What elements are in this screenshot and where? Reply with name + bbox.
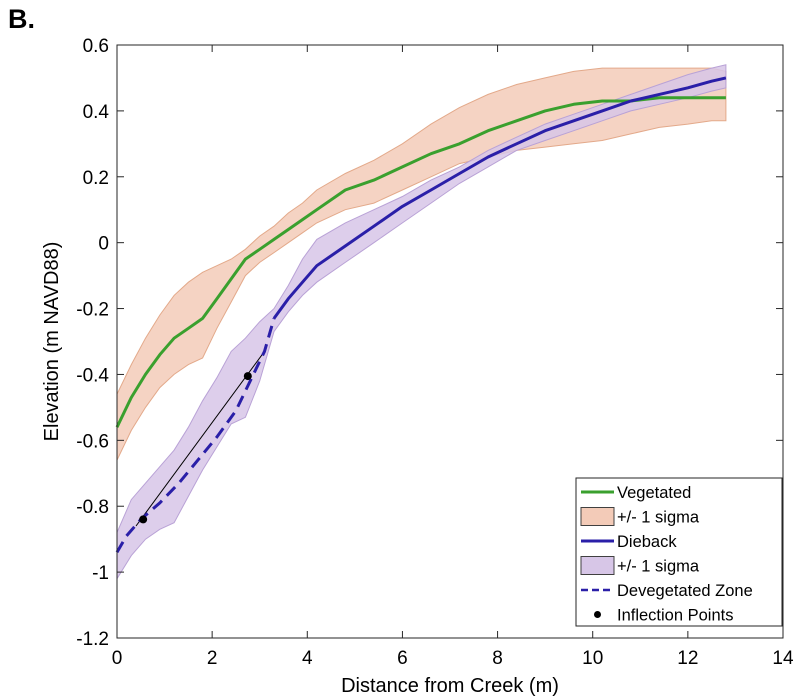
series-line-vegetated (115, 96, 726, 428)
y-tick-label: 0.4 (83, 102, 110, 123)
y-tick-label: -0.2 (76, 300, 109, 321)
y-axis-label: Elevation (m NAVD88) (41, 242, 63, 442)
y-tick-label: 0.6 (83, 36, 109, 57)
band-1 (116, 67, 727, 461)
legend-entry-label: +/- 1 sigma (617, 558, 700, 576)
legend-swatch-band (580, 507, 615, 526)
band-3 (116, 64, 727, 581)
y-tick-label: -1 (92, 563, 109, 584)
legend-entry-label: Vegetated (617, 484, 691, 502)
y-tick-label: -0.8 (76, 497, 109, 518)
x-tick-label: 10 (582, 648, 603, 669)
inflection-point (139, 515, 148, 524)
legend-entry-label: Inflection Points (617, 607, 733, 625)
legend-swatch-band (580, 556, 615, 575)
legend-entry-label: Dieback (617, 533, 677, 551)
x-tick-label: 4 (302, 648, 313, 669)
x-tick-label: 0 (112, 648, 123, 669)
x-tick-label: 14 (772, 648, 794, 669)
x-tick-label: 12 (677, 648, 698, 669)
x-tick-label: 6 (397, 648, 408, 669)
inflection-segment-0 (135, 354, 263, 527)
x-axis-label: Distance from Creek (m) (341, 675, 559, 697)
y-tick-label: -0.4 (76, 365, 109, 386)
legend-box (575, 477, 783, 627)
series-line-dieback (272, 76, 727, 320)
legend-swatch-point (594, 611, 601, 618)
y-tick-label: -0.6 (76, 431, 109, 452)
legend-entry-label: +/- 1 sigma (617, 509, 700, 527)
legend-entry-label: Devegetated Zone (617, 582, 753, 600)
panel-label: B. (8, 4, 35, 34)
legend: Vegetated +/- 1 sigma Dieback +/- 1 sigma De… (575, 477, 783, 627)
y-tick-label: -1.2 (76, 629, 109, 650)
series-dashed-devegetated (115, 317, 276, 554)
x-tick-label: 8 (492, 648, 503, 669)
y-tick-label: 0 (98, 234, 109, 255)
y-tick-label: 0.2 (83, 168, 109, 189)
x-tick-label: 2 (207, 648, 218, 669)
axes-box (116, 44, 784, 639)
inflection-point (243, 372, 252, 381)
